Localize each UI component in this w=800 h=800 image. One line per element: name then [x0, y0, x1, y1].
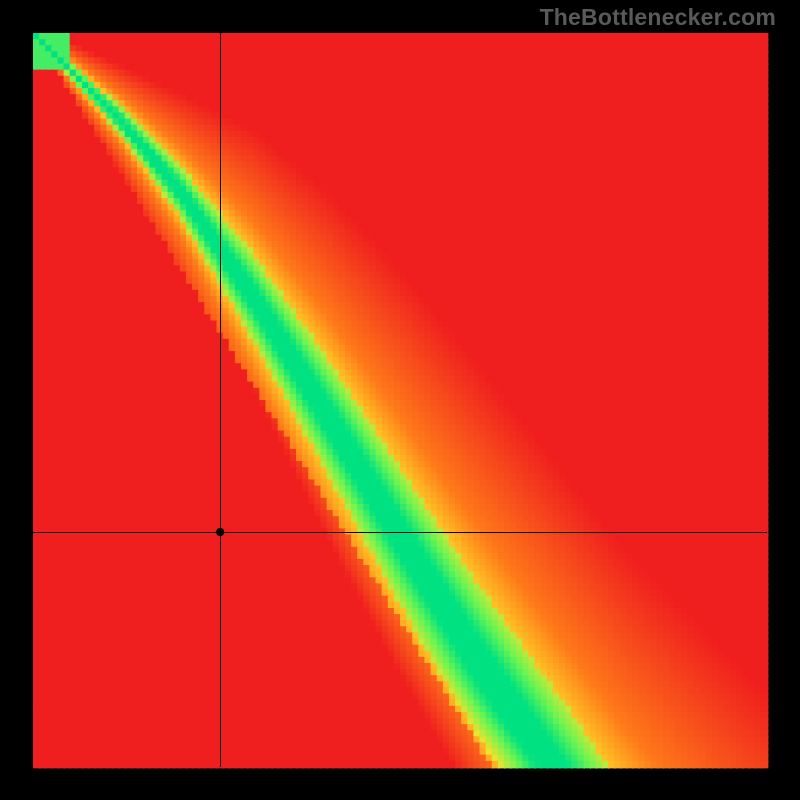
- bottleneck-heatmap: [0, 0, 800, 800]
- watermark-text: TheBottlenecker.com: [540, 4, 776, 31]
- chart-container: TheBottlenecker.com: [0, 0, 800, 800]
